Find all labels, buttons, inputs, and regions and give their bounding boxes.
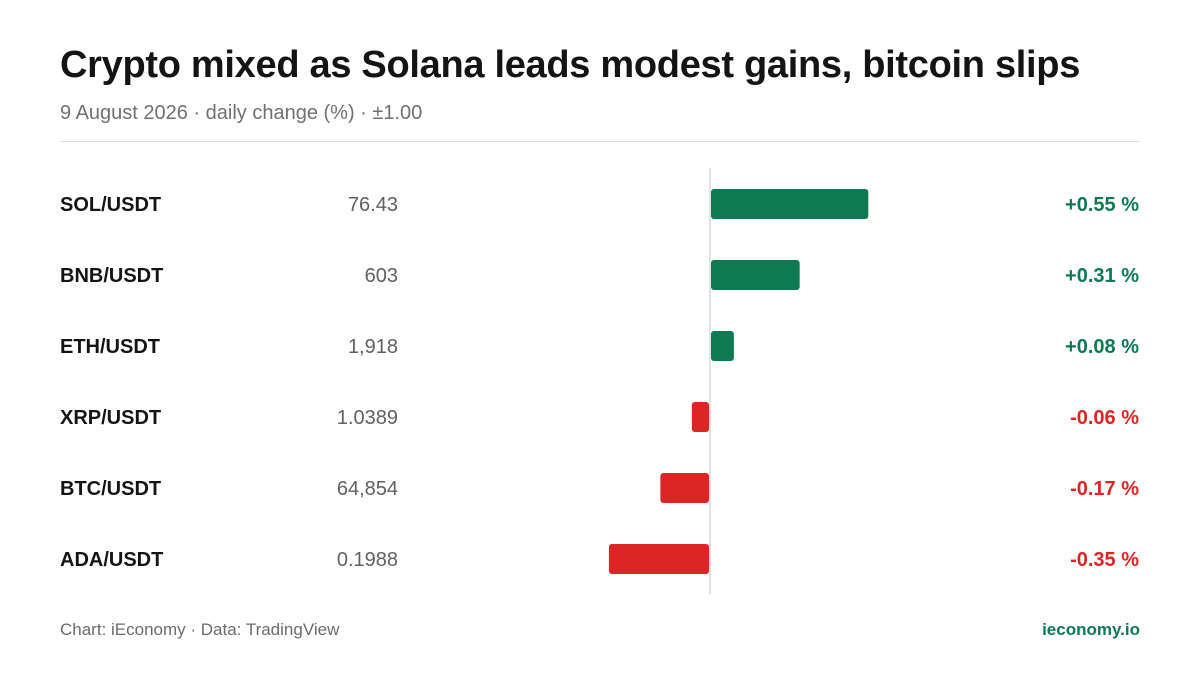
change-value-label: -0.35 %	[1070, 549, 1139, 571]
pair-label: SOL/USDT	[60, 194, 161, 216]
price-label: 1.0389	[337, 407, 398, 429]
pair-label: ETH/USDT	[60, 336, 160, 358]
pair-label: BTC/USDT	[60, 478, 161, 500]
change-value-label: +0.08 %	[1065, 336, 1139, 358]
change-bar	[711, 331, 734, 361]
price-label: 76.43	[348, 194, 398, 216]
chart-source: Chart: iEconomy · Data: TradingView	[60, 620, 340, 639]
chart-title: Crypto mixed as Solana leads modest gain…	[60, 44, 1081, 86]
change-bar	[691, 402, 709, 432]
change-value-label: +0.55 %	[1065, 194, 1139, 216]
change-value-label: -0.06 %	[1070, 407, 1139, 429]
price-label: 1,918	[348, 336, 398, 358]
change-bar	[711, 189, 869, 219]
price-label: 64,854	[337, 478, 398, 500]
change-bar	[711, 260, 800, 290]
pair-label: ADA/USDT	[60, 549, 163, 571]
price-label: 0.1988	[337, 549, 398, 571]
change-value-label: +0.31 %	[1065, 265, 1139, 287]
brand-link[interactable]: ieconomy.io	[1042, 620, 1140, 639]
pair-label: XRP/USDT	[60, 407, 161, 429]
change-bar	[608, 544, 709, 574]
pair-label: BNB/USDT	[60, 265, 163, 287]
header-divider	[60, 141, 1140, 142]
change-bar	[660, 473, 709, 503]
change-value-label: -0.17 %	[1070, 478, 1139, 500]
price-label: 603	[365, 265, 398, 287]
chart-subtitle: 9 August 2026 · daily change (%) · ±1.00	[60, 102, 423, 124]
